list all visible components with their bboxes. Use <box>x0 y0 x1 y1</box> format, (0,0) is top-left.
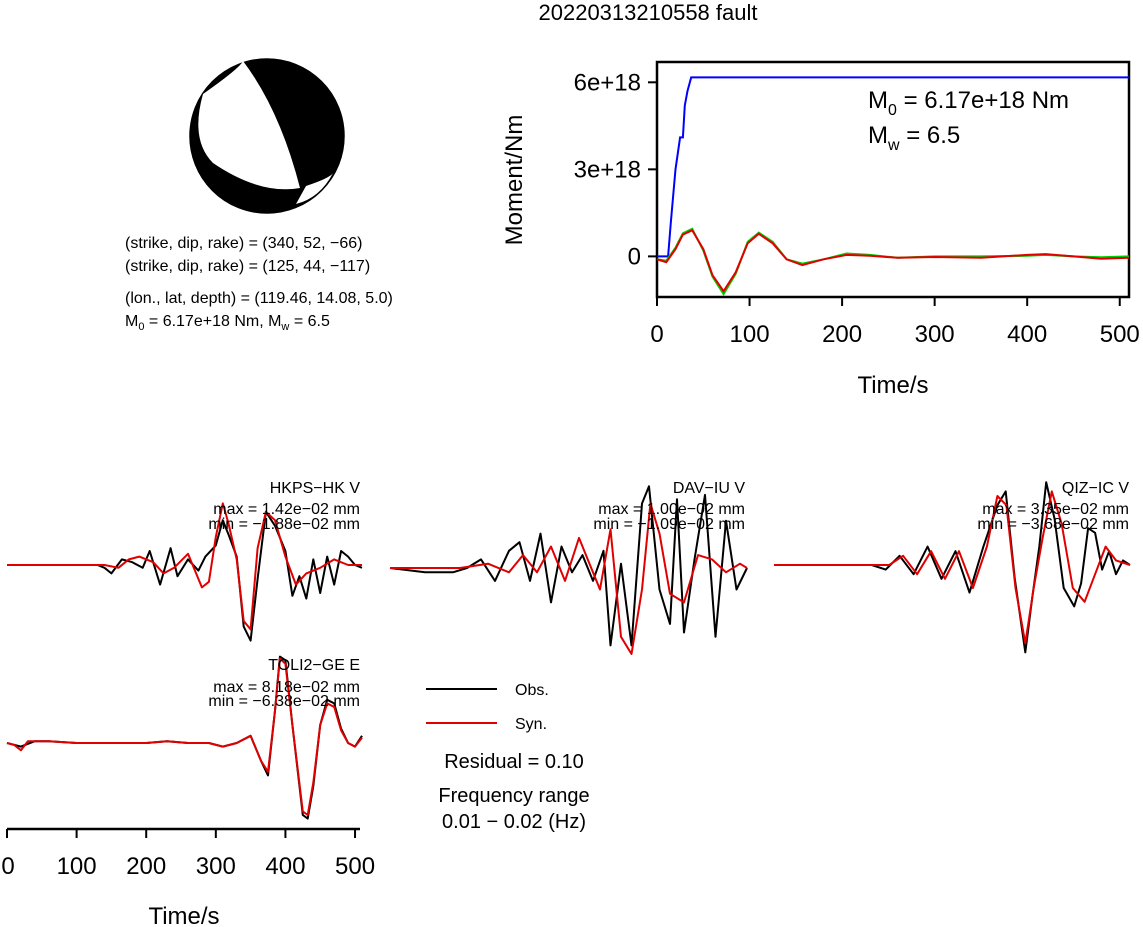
station-label-hkps: HKPS−HK V <box>270 480 361 497</box>
legend: Obs. Syn. <box>426 682 549 733</box>
moment-xtick-label: 0 <box>650 321 663 348</box>
moment-series-0 <box>657 76 1129 258</box>
waveform-xtick-label: 500 <box>335 853 375 880</box>
mechanism-line-1: (strike, dip, rake) = (340, 52, −66) <box>125 235 362 252</box>
waveform-syn-3 <box>774 490 1131 645</box>
mechanism-line-3: (lon., lat, depth) = (119.46, 14.08, 5.0… <box>125 290 393 307</box>
mechanism-line-2: (strike, dip, rake) = (125, 44, −117) <box>125 258 370 275</box>
moment-annotation-m0: M0 = 6.17e+18 Nm <box>868 87 1069 119</box>
waveform-qiz: QIZ−IC V max = 3.35e−02 mm min = −3.68e−… <box>774 480 1131 654</box>
moment-ytick-label: 6e+18 <box>574 69 641 96</box>
beachball-dilatational-quadrant <box>198 61 300 190</box>
moment-chart-ylabel: Moment/Nm <box>501 115 528 246</box>
figure-title: 20220313210558 fault <box>539 0 758 25</box>
moment-xtick-label: 500 <box>1100 321 1140 348</box>
waveform-xtick-label: 300 <box>196 853 236 880</box>
moment-xtick-label: 100 <box>730 321 770 348</box>
beachball <box>189 58 345 214</box>
mechanism-line-4: M0 = 6.17e+18 Nm, Mw = 6.5 <box>125 313 330 333</box>
station-max-dav: max = 1.00e−02 mm <box>598 501 745 518</box>
waveform-time-axis: 0 100 200 300 400 500 Time/s <box>1 827 375 927</box>
waveform-obs-1 <box>7 510 363 642</box>
moment-chart-frame <box>655 60 1131 299</box>
moment-annotation-mw: Mw = 6.5 <box>868 122 960 154</box>
moment-ytick-label: 3e+18 <box>574 156 641 183</box>
moment-series-2 <box>656 229 1130 294</box>
moment-chart-xlabel: Time/s <box>857 372 928 399</box>
waveform-syn-2 <box>390 502 748 655</box>
moment-xtick-label: 200 <box>822 321 862 348</box>
station-max-qiz: max = 3.35e−02 mm <box>982 501 1129 518</box>
waveform-hkps: HKPS−HK V max = 1.42e−02 mm min = −1.88e… <box>7 480 363 642</box>
moment-xtick-label: 300 <box>915 321 955 348</box>
legend-syn-label: Syn. <box>515 716 547 733</box>
station-label-toli2: TOLI2−GE E <box>268 657 360 674</box>
moment-chart: 0 100 200 300 400 500 6e+18 3e+18 0 Moment/Nm Ti… <box>501 60 1140 399</box>
residual-label: Residual = 0.10 <box>444 751 584 773</box>
waveform-dav: DAV−IU V max = 1.00e−02 mm min = −1.09e−… <box>389 480 748 655</box>
waveform-obs-2 <box>389 485 748 647</box>
legend-obs-label: Obs. <box>515 682 549 699</box>
beachball-dilatational-quadrant-2 <box>296 173 333 204</box>
station-min-toli2: min = −6.38e−02 mm <box>208 693 360 710</box>
waveform-xtick-label: 400 <box>265 853 305 880</box>
waveform-xtick-label: 100 <box>57 853 97 880</box>
station-label-qiz: QIZ−IC V <box>1062 480 1129 497</box>
waveform-toli2: TOLI2−GE E max = 8.18e−02 mm min = −6.38… <box>6 655 363 820</box>
moment-xtick-label: 400 <box>1007 321 1047 348</box>
frequency-range-label: Frequency range <box>438 785 589 807</box>
frequency-range-value: 0.01 − 0.02 (Hz) <box>442 811 586 833</box>
waveform-xtick-label: 0 <box>1 853 14 880</box>
station-min-qiz: min = −3.68e−02 mm <box>977 516 1129 533</box>
moment-ytick-label: 0 <box>628 243 641 270</box>
waveform-axis-xlabel: Time/s <box>148 903 219 927</box>
station-min-hkps: min = −1.88e−02 mm <box>208 516 360 533</box>
station-max-toli2: max = 8.18e−02 mm <box>213 679 360 696</box>
waveform-syn-1 <box>7 502 362 631</box>
waveform-syn-4 <box>6 657 363 816</box>
waveform-xtick-label: 200 <box>126 853 166 880</box>
station-min-dav: min = −1.09e−02 mm <box>593 516 745 533</box>
station-max-hkps: max = 1.42e−02 mm <box>213 501 360 518</box>
station-label-dav: DAV−IU V <box>673 480 746 497</box>
